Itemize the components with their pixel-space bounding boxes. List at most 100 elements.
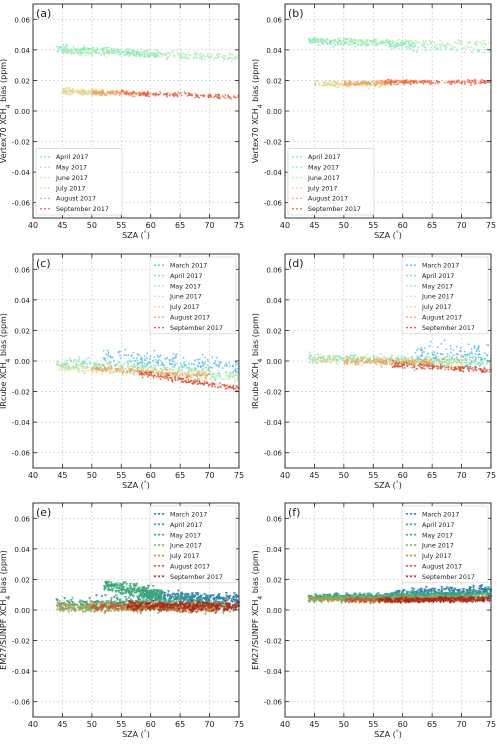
data-point — [174, 356, 176, 359]
data-point — [153, 368, 156, 371]
data-point — [483, 40, 486, 42]
data-point — [391, 44, 394, 46]
data-point — [422, 39, 425, 42]
data-point — [143, 355, 146, 357]
data-point — [118, 370, 121, 373]
data-point — [155, 56, 158, 58]
data-point — [448, 355, 451, 358]
data-point — [211, 385, 214, 388]
data-point — [225, 362, 227, 365]
data-point — [170, 358, 173, 361]
data-point — [185, 376, 188, 379]
data-point — [198, 96, 200, 99]
y-tick-label: 0.06 — [14, 266, 30, 274]
data-point — [234, 374, 237, 377]
data-point — [441, 41, 444, 44]
data-point — [128, 92, 131, 95]
data-point — [423, 351, 425, 353]
data-point — [216, 372, 219, 375]
data-point — [468, 42, 470, 45]
data-point — [429, 43, 432, 46]
y-tick-label: 0.04 — [266, 47, 282, 55]
legend-entry: September 2017 — [40, 206, 109, 213]
data-point — [410, 360, 413, 363]
data-point — [445, 46, 448, 49]
data-point — [187, 378, 190, 381]
data-point — [139, 53, 141, 55]
data-point — [466, 80, 469, 83]
data-point — [63, 597, 67, 600]
data-point — [168, 94, 171, 97]
data-point — [217, 386, 219, 389]
data-point — [429, 340, 432, 343]
data-point — [100, 595, 104, 598]
data-point — [433, 42, 436, 44]
legend-marker — [162, 264, 164, 267]
data-point — [399, 43, 401, 46]
data-point — [172, 372, 175, 375]
data-point — [235, 371, 238, 374]
data-point — [236, 377, 239, 380]
data-point — [479, 360, 482, 363]
data-point — [204, 372, 206, 375]
data-point — [337, 355, 339, 357]
data-point — [319, 356, 322, 358]
data-point — [412, 41, 414, 44]
data-point — [200, 374, 203, 377]
data-point — [455, 367, 458, 370]
data-point — [91, 48, 94, 51]
data-point — [452, 349, 455, 352]
data-point — [314, 37, 317, 40]
data-point — [172, 352, 175, 355]
data-point — [210, 54, 212, 56]
data-point — [123, 54, 125, 57]
data-point — [148, 366, 151, 368]
data-point — [105, 361, 108, 364]
data-point — [412, 82, 415, 84]
data-point — [119, 357, 122, 360]
data-point — [384, 363, 387, 366]
data-point — [224, 387, 227, 390]
data-point — [162, 373, 165, 376]
data-point — [425, 362, 428, 365]
data-point — [62, 44, 65, 47]
data-point — [104, 370, 107, 372]
data-point — [110, 360, 113, 363]
data-point — [385, 357, 388, 360]
data-point — [201, 372, 204, 375]
data-point — [72, 360, 75, 363]
data-point — [129, 50, 132, 53]
data-point — [176, 362, 179, 365]
data-point — [222, 56, 225, 59]
data-point — [398, 79, 400, 82]
legend-label: September 2017 — [56, 206, 109, 213]
legend-label: May 2017 — [56, 165, 87, 172]
data-point — [468, 361, 470, 364]
legend-marker — [40, 166, 42, 169]
data-point — [229, 54, 231, 56]
data-point — [81, 90, 84, 93]
data-point — [80, 50, 83, 53]
data-point — [119, 354, 121, 357]
data-point — [114, 52, 117, 55]
data-point — [193, 381, 196, 384]
data-point — [144, 366, 147, 368]
data-point — [139, 364, 142, 367]
data-point — [451, 46, 454, 49]
data-point — [335, 359, 338, 361]
data-point — [488, 50, 491, 53]
data-point — [180, 57, 183, 59]
data-point — [488, 80, 490, 83]
data-point — [56, 363, 59, 366]
data-point — [95, 371, 98, 373]
data-point — [230, 60, 233, 63]
legend-entry: July 2017 — [292, 185, 337, 192]
data-point — [113, 50, 115, 52]
data-point — [230, 98, 233, 100]
data-point — [334, 85, 337, 88]
data-point — [443, 339, 446, 341]
data-point — [100, 52, 102, 55]
data-point — [126, 360, 129, 363]
data-point — [211, 373, 214, 376]
legend-entry: April 2017 — [40, 154, 88, 161]
